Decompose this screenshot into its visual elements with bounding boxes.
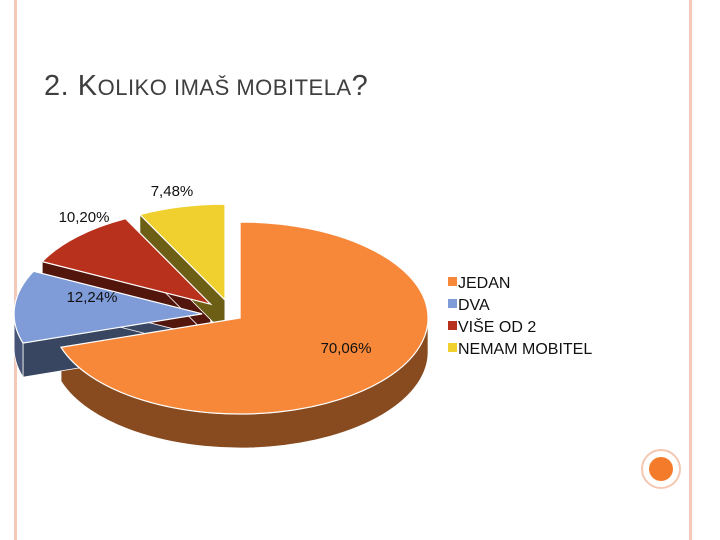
legend-swatch-jedan: [448, 277, 457, 286]
decorative-circle: [641, 449, 681, 489]
legend-label-vise-od-2: VIŠE OD 2: [458, 317, 536, 336]
legend-label-jedan: JEDAN: [458, 275, 510, 292]
pie-slice-jedan: [60, 221, 429, 415]
legend-label-nemam-mobitel: NEMAM MOBITEL: [458, 341, 592, 358]
data-label-dva: 12,24%: [67, 289, 118, 306]
legend-swatch-dva: [448, 299, 457, 308]
slide-title: 2. KOLIKO IMAŠ MOBITELA?: [44, 70, 368, 103]
pie-slice-vise-od-2: [41, 217, 213, 306]
pie-tops: [13, 203, 429, 415]
legend-swatch-vise-od-2: [448, 321, 457, 330]
title-small-caps: OLIKO IMAŠ MOBITELA: [97, 75, 352, 100]
legend-swatch-nemam-mobitel: [448, 343, 457, 352]
pie-slice-dva: [13, 270, 203, 344]
title-prefix: 2. K: [44, 70, 98, 102]
data-label-jedan: 70,06%: [321, 340, 372, 357]
pie-slice-nemam-mobitel: [138, 203, 226, 302]
data-label-nemam-mobitel: 7,48%: [151, 183, 194, 200]
title-suffix: ?: [351, 70, 369, 102]
slide-frame-line-left: [14, 0, 17, 540]
legend-label-dva: DVA: [458, 297, 490, 314]
data-label-vise-od-2: 10,20%: [59, 209, 110, 226]
slide-frame-line-right: [689, 0, 692, 540]
chart-legend: JEDAN DVA VIŠE OD 2 NEMAM MOBITEL: [448, 275, 592, 358]
